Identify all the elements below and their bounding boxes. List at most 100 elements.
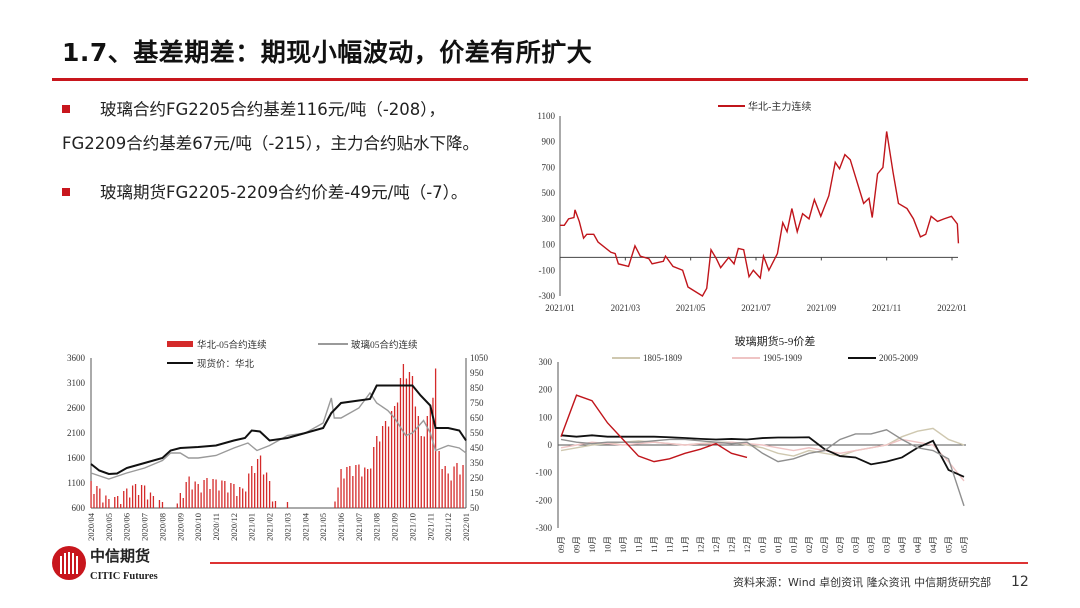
- legend-swatch-bars: [167, 341, 193, 347]
- x-tick-label: 11月: [634, 536, 644, 553]
- bar: [221, 480, 223, 508]
- right-tick-label: 850: [470, 383, 484, 393]
- x-tick-label: 2021/01: [247, 513, 257, 541]
- bar: [134, 484, 137, 508]
- bar: [185, 482, 187, 508]
- x-tick-label: 2021/10: [407, 513, 417, 541]
- footer-divider: [210, 562, 1028, 564]
- bar: [367, 469, 369, 508]
- bar: [90, 481, 92, 508]
- y-tick-label: -100: [536, 468, 553, 478]
- x-tick-label: 2021/11: [425, 513, 435, 541]
- legend-label: 玻璃05合约连续: [351, 339, 418, 351]
- y-tick-label: -300: [536, 523, 553, 533]
- x-tick-label: 04月: [897, 536, 907, 553]
- bullet-text: 玻璃期货FG2205-2209合约价差-49元/吨（-7）。: [100, 183, 468, 202]
- x-tick-label: 10月: [603, 536, 613, 553]
- bar: [206, 478, 208, 508]
- y-tick-label: 300: [539, 357, 553, 367]
- bar: [453, 466, 455, 508]
- bar: [143, 485, 146, 508]
- bullet-marker-icon: [62, 188, 70, 196]
- y-tick-label: -300: [539, 291, 556, 301]
- bar: [340, 469, 342, 508]
- legend-label: 华北-05合约连续: [197, 339, 267, 351]
- bar: [212, 479, 214, 508]
- x-tick-label: 2020/12: [229, 513, 239, 541]
- bar: [117, 496, 119, 508]
- x-tick-label: 2021/08: [372, 513, 382, 541]
- series-line-unlabeled-4: [560, 394, 748, 463]
- logo-en: CITIC Futures: [90, 571, 158, 582]
- x-tick-label: 2021/02: [265, 513, 275, 541]
- bar: [248, 473, 250, 508]
- x-tick-label: 2021/09: [807, 303, 837, 313]
- bar: [131, 485, 134, 508]
- x-tick-label: 03月: [851, 536, 861, 553]
- bullet-basis-cont: FG2209合约基差67元/吨（-215），主力合约贴水下降。: [62, 134, 480, 153]
- bar: [349, 466, 351, 508]
- bar: [393, 406, 396, 508]
- bar: [251, 466, 253, 508]
- x-tick-label: 2020/05: [104, 513, 114, 541]
- bar: [262, 474, 265, 508]
- bar: [352, 476, 354, 508]
- bar: [242, 488, 244, 508]
- bar: [194, 481, 196, 508]
- bar: [126, 488, 128, 508]
- bar: [434, 368, 437, 508]
- x-tick-label: 05月: [959, 536, 969, 553]
- right-tick-label: 50: [470, 503, 480, 513]
- bar: [417, 416, 419, 508]
- x-tick-label: 2021/07: [354, 513, 364, 541]
- bar: [355, 465, 357, 508]
- x-tick-label: 2021/04: [300, 512, 310, 541]
- bar: [256, 459, 259, 508]
- bar: [200, 492, 202, 508]
- left-tick-label: 600: [72, 503, 86, 513]
- x-tick-label: 2021/03: [282, 513, 292, 541]
- x-tick-label: 03月: [882, 536, 892, 553]
- legend-label: 1905-1909: [763, 353, 802, 363]
- y-tick-label: 1100: [537, 111, 555, 121]
- bar: [429, 406, 431, 508]
- bar: [149, 492, 152, 508]
- bar: [456, 463, 458, 508]
- bar: [114, 497, 116, 508]
- bar: [408, 372, 411, 508]
- left-tick-label: 2100: [67, 428, 86, 438]
- bar: [146, 499, 149, 508]
- bar: [384, 421, 387, 508]
- page-number: 12: [1011, 574, 1029, 590]
- bar: [402, 364, 405, 508]
- bullet-marker-icon: [62, 105, 70, 113]
- bar: [161, 502, 164, 508]
- x-tick-label: 12月: [711, 536, 721, 553]
- x-tick-label: 2021/05: [318, 513, 328, 541]
- x-tick-label: 2020/08: [157, 513, 167, 541]
- x-tick-label: 2021/05: [676, 303, 706, 313]
- x-tick-label: 2020/09: [175, 513, 185, 541]
- x-tick-label: 10月: [587, 536, 597, 553]
- right-tick-label: 550: [470, 428, 484, 438]
- bullet-basis: 玻璃合约FG2205合约基差116元/吨（-208），: [62, 99, 445, 121]
- bar: [236, 496, 238, 508]
- y-tick-label: 200: [539, 385, 553, 395]
- bar: [129, 497, 131, 508]
- x-tick-label: 2020/07: [140, 513, 150, 541]
- bar: [420, 436, 422, 508]
- right-tick-label: 650: [470, 413, 484, 423]
- bar: [447, 473, 449, 508]
- bar: [96, 486, 98, 508]
- right-tick-label: 350: [470, 458, 484, 468]
- bar: [346, 467, 348, 508]
- series-line-unlabeled-3: [560, 429, 965, 507]
- right-tick-label: 450: [470, 443, 484, 453]
- bar: [399, 378, 402, 508]
- bar: [230, 483, 232, 508]
- bar: [390, 411, 393, 508]
- bar: [188, 476, 190, 508]
